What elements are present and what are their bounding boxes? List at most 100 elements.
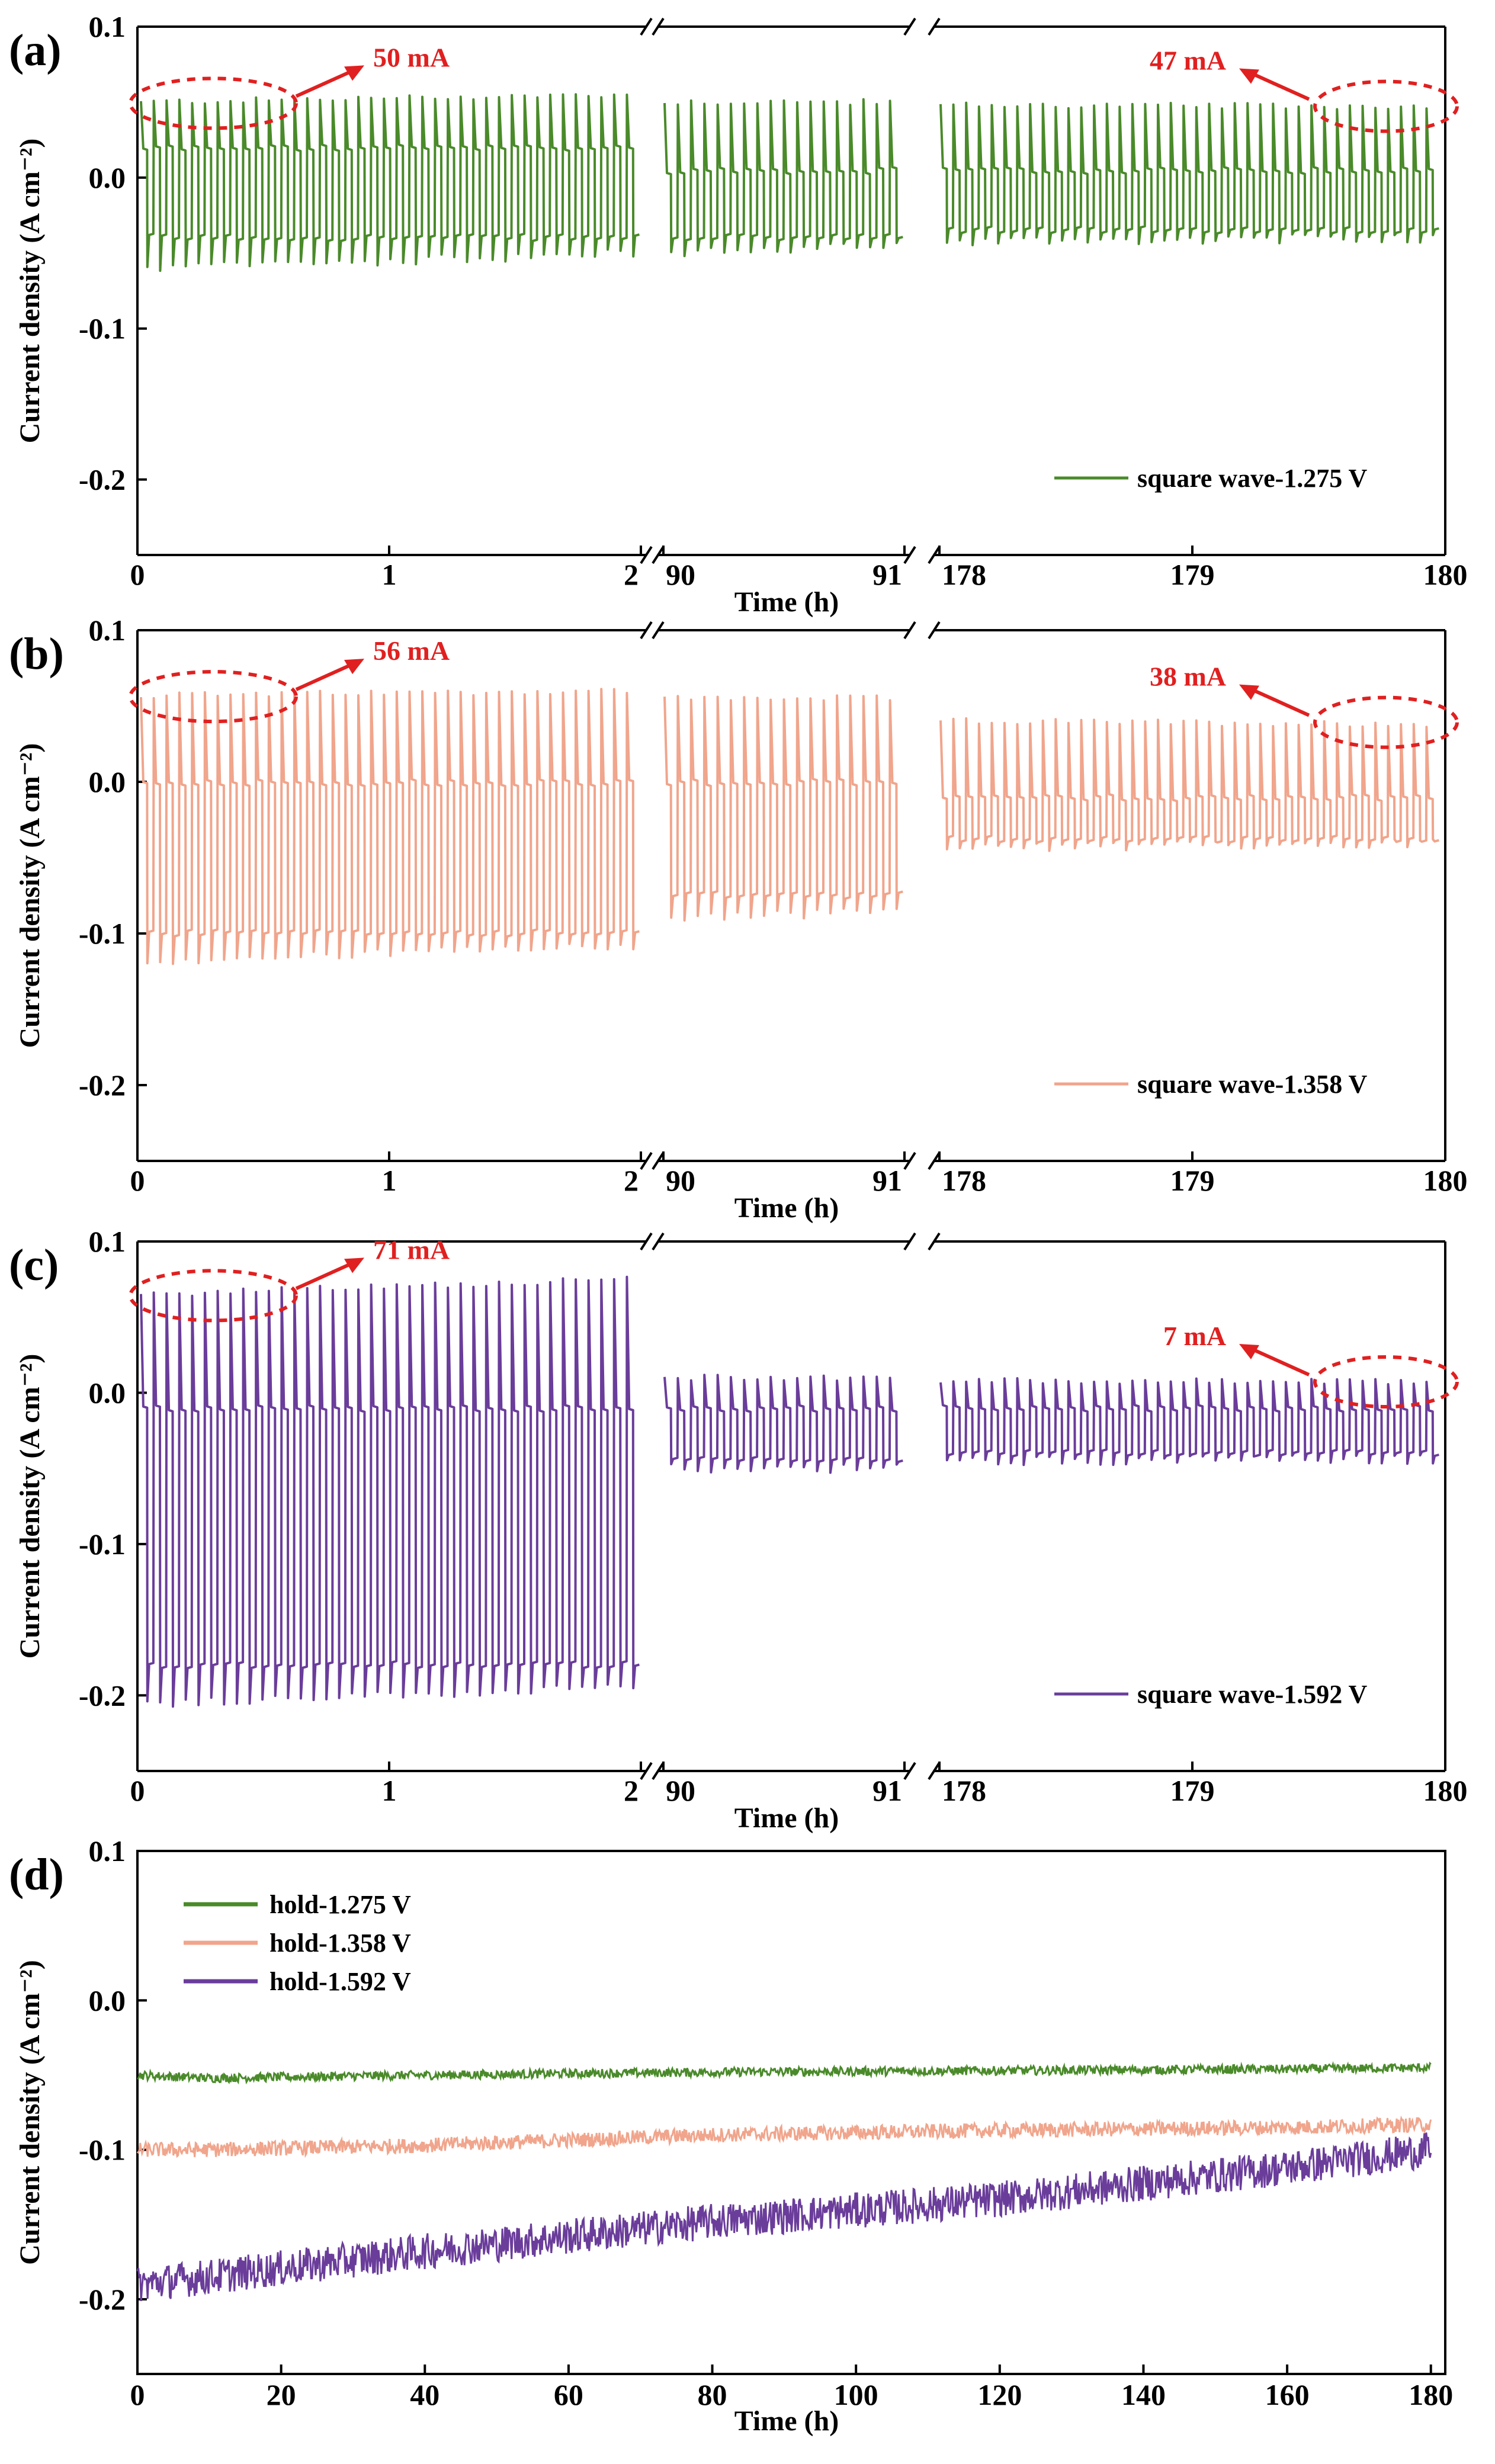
axis-break-mark	[652, 621, 665, 640]
highlight-ellipse	[129, 76, 298, 130]
y-tick-label: -0.2	[79, 1069, 126, 1102]
panel-0: 0.1 0.0 -0.1 -0.2 Current density (A cm⁻²) Ti…	[9, 10, 1468, 618]
x-axis-label: Time (h)	[734, 586, 839, 618]
axis-break-mark	[640, 621, 653, 640]
axis-break-mark	[928, 1762, 941, 1780]
x-tick-label: 179	[1170, 1774, 1215, 1807]
panel-label: (c)	[9, 1240, 59, 1290]
y-tick-label: 0.1	[89, 614, 126, 647]
x-axis-label: Time (h)	[734, 1192, 839, 1224]
annotation-label: 50 mA	[373, 42, 450, 72]
axis-break-mark	[640, 546, 653, 564]
plot-frame	[136, 1850, 1446, 2375]
series-line	[663, 1374, 903, 1474]
x-tick-label: 180	[1423, 558, 1468, 591]
y-tick-label: 0.0	[89, 765, 126, 798]
annotation-arrow	[295, 65, 364, 98]
x-tick-label: 2	[624, 558, 639, 591]
panel-label: (b)	[9, 629, 64, 679]
legend-label: hold-1.275 V	[270, 1890, 411, 1919]
series-line	[939, 717, 1439, 852]
y-tick-label: 0.1	[89, 1225, 126, 1258]
x-tick-label: 178	[942, 558, 986, 591]
arrow-shaft	[1249, 70, 1310, 101]
x-tick-label: 100	[834, 2378, 878, 2411]
x-tick-label: 2	[624, 1164, 639, 1197]
axis-break-mark	[652, 17, 665, 36]
x-tick-label: 20	[267, 2378, 296, 2411]
y-tick-label: 0.1	[89, 10, 126, 43]
arrow-head	[344, 65, 364, 81]
y-tick-label: -0.1	[79, 312, 126, 345]
annotation-arrow	[1239, 684, 1310, 717]
axis-break-mark	[652, 1232, 665, 1251]
axis-break-mark	[928, 546, 941, 564]
x-tick-label: 80	[698, 2378, 727, 2411]
panel-2: 0.1 0.0 -0.1 -0.2 Current density (A cm⁻²) Ti…	[9, 1225, 1468, 1834]
panel-label: (d)	[9, 1850, 64, 1900]
series-line	[137, 2061, 1432, 2085]
axis-break-mark	[903, 546, 916, 564]
y-tick-label: -0.2	[79, 2283, 126, 2316]
series-line	[136, 2132, 1432, 2301]
y-axis-label: Current density (A cm⁻²)	[14, 1960, 46, 2265]
y-axis-label: Current density (A cm⁻²)	[14, 743, 46, 1048]
arrow-shaft	[295, 68, 357, 98]
y-tick-label: -0.1	[79, 1528, 126, 1561]
x-tick-label: 1	[382, 1164, 397, 1197]
arrow-shaft	[295, 661, 357, 691]
axis-break-mark	[928, 621, 941, 640]
axis-break-mark	[652, 1151, 665, 1170]
x-tick-label: 120	[977, 2378, 1022, 2411]
axis-break-mark	[903, 1151, 916, 1170]
annotation-label: 71 mA	[373, 1234, 450, 1265]
legend-label: square wave-1.358 V	[1137, 1070, 1367, 1099]
x-tick-label: 91	[872, 1774, 902, 1807]
x-tick-label: 160	[1265, 2378, 1310, 2411]
highlight-ellipse	[1313, 79, 1459, 133]
axis-break-mark	[640, 1151, 653, 1170]
highlight-ellipse	[129, 1269, 298, 1323]
arrow-head	[1239, 684, 1259, 700]
annotation-arrow	[295, 659, 364, 691]
axis-break-mark	[903, 1232, 916, 1251]
arrow-head	[344, 1257, 364, 1273]
x-tick-label: 90	[666, 1164, 695, 1197]
annotation-label: 47 mA	[1150, 46, 1226, 76]
x-tick-label: 60	[554, 2378, 583, 2411]
x-tick-label: 1	[382, 1774, 397, 1807]
axis-break-mark	[640, 1762, 653, 1780]
arrow-shaft	[295, 1260, 357, 1291]
annotation-label: 38 mA	[1150, 662, 1226, 692]
y-axis-label: Current density (A cm⁻²)	[14, 1354, 46, 1659]
y-tick-label: -0.1	[79, 917, 126, 950]
x-tick-label: 178	[942, 1774, 986, 1807]
arrow-head	[1239, 1343, 1259, 1359]
series-line	[136, 2115, 1432, 2158]
series-line	[663, 98, 903, 258]
highlight-ellipse	[1313, 1355, 1459, 1409]
axis-break-mark	[652, 546, 665, 564]
axis-break-mark	[640, 17, 653, 36]
legend-label: hold-1.358 V	[270, 1929, 411, 1958]
highlight-ellipse	[129, 670, 298, 724]
x-tick-label: 180	[1409, 2378, 1453, 2411]
x-tick-label: 180	[1423, 1774, 1468, 1807]
axis-break-mark	[928, 1151, 941, 1170]
arrow-shaft	[1249, 686, 1310, 717]
annotation-arrow	[295, 1257, 364, 1291]
arrow-head	[1239, 68, 1259, 84]
highlight-ellipse	[1313, 695, 1459, 749]
series-line	[663, 694, 903, 922]
legend-label: hold-1.592 V	[270, 1967, 411, 1996]
axis-break-mark	[928, 17, 941, 36]
y-tick-label: 0.1	[89, 1834, 126, 1868]
x-tick-label: 0	[130, 1774, 145, 1807]
axis-break-mark	[640, 1232, 653, 1251]
axis-break-mark	[903, 17, 916, 36]
x-tick-label: 1	[382, 558, 397, 591]
series-line	[140, 688, 640, 965]
annotation-arrow	[1239, 68, 1310, 101]
panel-3: 0.1 0.0 -0.1 -0.2 Current density (A cm⁻²) Ti…	[9, 1834, 1453, 2437]
